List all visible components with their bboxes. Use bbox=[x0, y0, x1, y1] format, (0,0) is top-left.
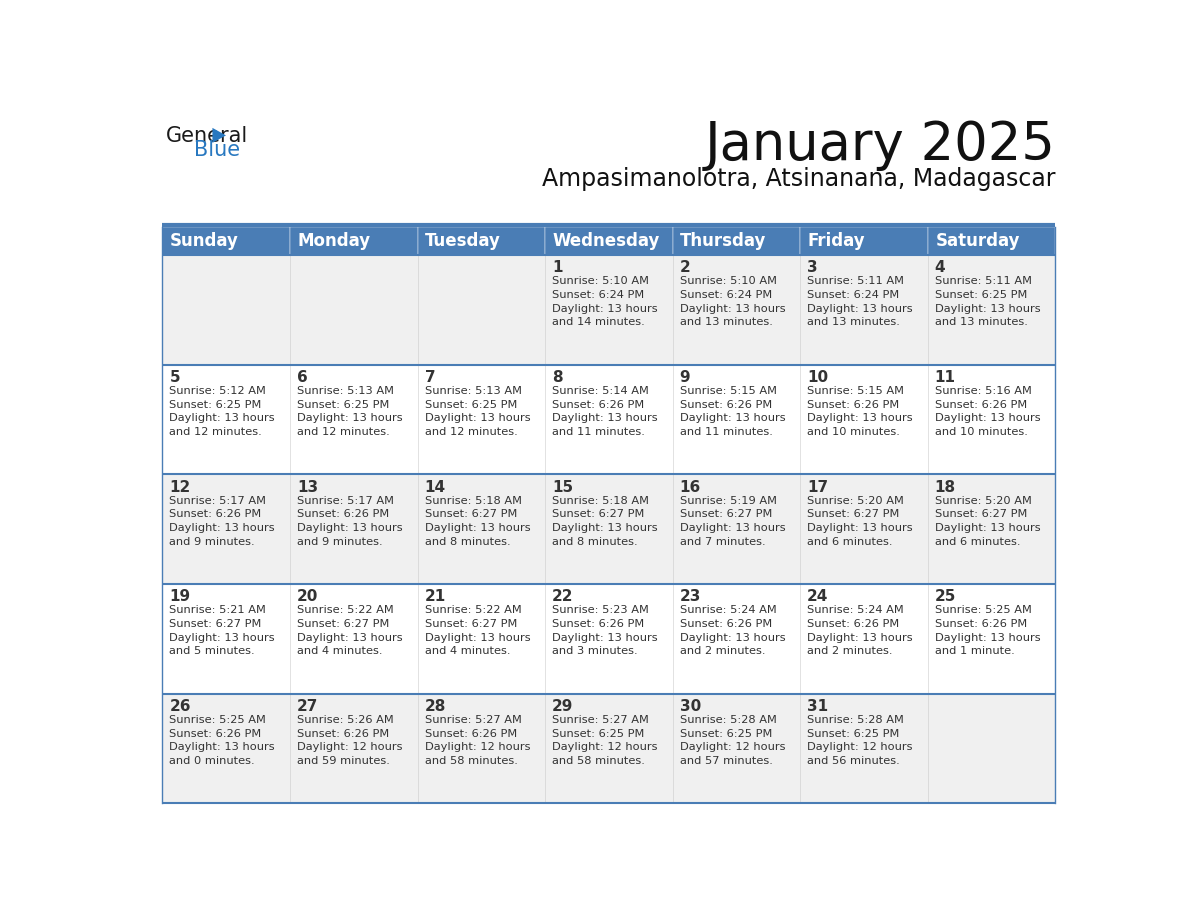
Text: Monday: Monday bbox=[298, 232, 371, 250]
Text: Sunrise: 5:17 AM
Sunset: 6:26 PM
Daylight: 13 hours
and 9 minutes.: Sunrise: 5:17 AM Sunset: 6:26 PM Dayligh… bbox=[297, 496, 403, 546]
Bar bbox=[163, 227, 290, 255]
Bar bbox=[672, 227, 801, 255]
Text: 29: 29 bbox=[552, 699, 574, 714]
Text: 24: 24 bbox=[807, 589, 828, 604]
Text: Sunrise: 5:13 AM
Sunset: 6:25 PM
Daylight: 13 hours
and 12 minutes.: Sunrise: 5:13 AM Sunset: 6:25 PM Dayligh… bbox=[297, 386, 403, 437]
Text: 25: 25 bbox=[935, 589, 956, 604]
Text: Blue: Blue bbox=[194, 140, 240, 160]
Text: Sunrise: 5:20 AM
Sunset: 6:27 PM
Daylight: 13 hours
and 6 minutes.: Sunrise: 5:20 AM Sunset: 6:27 PM Dayligh… bbox=[935, 496, 1041, 546]
Text: 17: 17 bbox=[807, 479, 828, 495]
Bar bbox=[928, 227, 1055, 255]
Text: Sunday: Sunday bbox=[170, 232, 239, 250]
Text: 20: 20 bbox=[297, 589, 318, 604]
Text: Sunrise: 5:28 AM
Sunset: 6:25 PM
Daylight: 12 hours
and 56 minutes.: Sunrise: 5:28 AM Sunset: 6:25 PM Dayligh… bbox=[807, 715, 912, 766]
Text: January 2025: January 2025 bbox=[704, 119, 1055, 172]
Text: 5: 5 bbox=[170, 370, 181, 385]
Text: 26: 26 bbox=[170, 699, 191, 714]
Bar bbox=[801, 227, 928, 255]
Text: 19: 19 bbox=[170, 589, 190, 604]
Text: Saturday: Saturday bbox=[935, 232, 1020, 250]
Text: 27: 27 bbox=[297, 699, 318, 714]
Text: Sunrise: 5:15 AM
Sunset: 6:26 PM
Daylight: 13 hours
and 11 minutes.: Sunrise: 5:15 AM Sunset: 6:26 PM Dayligh… bbox=[680, 386, 785, 437]
Text: Sunrise: 5:21 AM
Sunset: 6:27 PM
Daylight: 13 hours
and 5 minutes.: Sunrise: 5:21 AM Sunset: 6:27 PM Dayligh… bbox=[170, 606, 276, 656]
Text: Wednesday: Wednesday bbox=[552, 232, 661, 250]
Text: 31: 31 bbox=[807, 699, 828, 714]
Text: 28: 28 bbox=[424, 699, 446, 714]
Text: 4: 4 bbox=[935, 261, 946, 275]
Text: Sunrise: 5:18 AM
Sunset: 6:27 PM
Daylight: 13 hours
and 8 minutes.: Sunrise: 5:18 AM Sunset: 6:27 PM Dayligh… bbox=[424, 496, 530, 546]
Text: Sunrise: 5:10 AM
Sunset: 6:24 PM
Daylight: 13 hours
and 14 minutes.: Sunrise: 5:10 AM Sunset: 6:24 PM Dayligh… bbox=[552, 276, 658, 328]
Text: Sunrise: 5:10 AM
Sunset: 6:24 PM
Daylight: 13 hours
and 13 minutes.: Sunrise: 5:10 AM Sunset: 6:24 PM Dayligh… bbox=[680, 276, 785, 328]
Bar bbox=[163, 364, 1055, 475]
Text: Sunrise: 5:20 AM
Sunset: 6:27 PM
Daylight: 13 hours
and 6 minutes.: Sunrise: 5:20 AM Sunset: 6:27 PM Dayligh… bbox=[807, 496, 912, 546]
Text: Sunrise: 5:12 AM
Sunset: 6:25 PM
Daylight: 13 hours
and 12 minutes.: Sunrise: 5:12 AM Sunset: 6:25 PM Dayligh… bbox=[170, 386, 276, 437]
Bar bbox=[163, 255, 1055, 364]
Text: 16: 16 bbox=[680, 479, 701, 495]
Text: Sunrise: 5:23 AM
Sunset: 6:26 PM
Daylight: 13 hours
and 3 minutes.: Sunrise: 5:23 AM Sunset: 6:26 PM Dayligh… bbox=[552, 606, 658, 656]
Text: General: General bbox=[166, 126, 248, 146]
Text: Tuesday: Tuesday bbox=[425, 232, 501, 250]
Text: 23: 23 bbox=[680, 589, 701, 604]
Text: Sunrise: 5:13 AM
Sunset: 6:25 PM
Daylight: 13 hours
and 12 minutes.: Sunrise: 5:13 AM Sunset: 6:25 PM Dayligh… bbox=[424, 386, 530, 437]
Text: 7: 7 bbox=[424, 370, 435, 385]
Bar bbox=[545, 227, 672, 255]
Text: Thursday: Thursday bbox=[681, 232, 766, 250]
Bar bbox=[290, 227, 417, 255]
Text: Sunrise: 5:27 AM
Sunset: 6:26 PM
Daylight: 12 hours
and 58 minutes.: Sunrise: 5:27 AM Sunset: 6:26 PM Dayligh… bbox=[424, 715, 530, 766]
Text: 9: 9 bbox=[680, 370, 690, 385]
Text: Sunrise: 5:15 AM
Sunset: 6:26 PM
Daylight: 13 hours
and 10 minutes.: Sunrise: 5:15 AM Sunset: 6:26 PM Dayligh… bbox=[807, 386, 912, 437]
Text: Friday: Friday bbox=[808, 232, 866, 250]
Text: Sunrise: 5:18 AM
Sunset: 6:27 PM
Daylight: 13 hours
and 8 minutes.: Sunrise: 5:18 AM Sunset: 6:27 PM Dayligh… bbox=[552, 496, 658, 546]
Text: 15: 15 bbox=[552, 479, 573, 495]
Text: 30: 30 bbox=[680, 699, 701, 714]
Text: 1: 1 bbox=[552, 261, 563, 275]
Text: Sunrise: 5:17 AM
Sunset: 6:26 PM
Daylight: 13 hours
and 9 minutes.: Sunrise: 5:17 AM Sunset: 6:26 PM Dayligh… bbox=[170, 496, 276, 546]
Text: 11: 11 bbox=[935, 370, 955, 385]
Text: Sunrise: 5:14 AM
Sunset: 6:26 PM
Daylight: 13 hours
and 11 minutes.: Sunrise: 5:14 AM Sunset: 6:26 PM Dayligh… bbox=[552, 386, 658, 437]
Text: 12: 12 bbox=[170, 479, 191, 495]
Text: Ampasimanolotra, Atsinanana, Madagascar: Ampasimanolotra, Atsinanana, Madagascar bbox=[542, 167, 1055, 191]
Text: Sunrise: 5:16 AM
Sunset: 6:26 PM
Daylight: 13 hours
and 10 minutes.: Sunrise: 5:16 AM Sunset: 6:26 PM Dayligh… bbox=[935, 386, 1041, 437]
Text: 10: 10 bbox=[807, 370, 828, 385]
Text: Sunrise: 5:11 AM
Sunset: 6:25 PM
Daylight: 13 hours
and 13 minutes.: Sunrise: 5:11 AM Sunset: 6:25 PM Dayligh… bbox=[935, 276, 1041, 328]
Text: Sunrise: 5:25 AM
Sunset: 6:26 PM
Daylight: 13 hours
and 0 minutes.: Sunrise: 5:25 AM Sunset: 6:26 PM Dayligh… bbox=[170, 715, 276, 766]
Text: 21: 21 bbox=[424, 589, 446, 604]
Text: Sunrise: 5:25 AM
Sunset: 6:26 PM
Daylight: 13 hours
and 1 minute.: Sunrise: 5:25 AM Sunset: 6:26 PM Dayligh… bbox=[935, 606, 1041, 656]
Bar bbox=[163, 584, 1055, 693]
Text: 18: 18 bbox=[935, 479, 956, 495]
Text: 3: 3 bbox=[807, 261, 817, 275]
Text: Sunrise: 5:26 AM
Sunset: 6:26 PM
Daylight: 12 hours
and 59 minutes.: Sunrise: 5:26 AM Sunset: 6:26 PM Dayligh… bbox=[297, 715, 403, 766]
Text: Sunrise: 5:28 AM
Sunset: 6:25 PM
Daylight: 12 hours
and 57 minutes.: Sunrise: 5:28 AM Sunset: 6:25 PM Dayligh… bbox=[680, 715, 785, 766]
Text: Sunrise: 5:24 AM
Sunset: 6:26 PM
Daylight: 13 hours
and 2 minutes.: Sunrise: 5:24 AM Sunset: 6:26 PM Dayligh… bbox=[680, 606, 785, 656]
Text: 14: 14 bbox=[424, 479, 446, 495]
Text: 2: 2 bbox=[680, 261, 690, 275]
Bar bbox=[163, 693, 1055, 803]
Polygon shape bbox=[213, 128, 226, 143]
Text: Sunrise: 5:24 AM
Sunset: 6:26 PM
Daylight: 13 hours
and 2 minutes.: Sunrise: 5:24 AM Sunset: 6:26 PM Dayligh… bbox=[807, 606, 912, 656]
Text: 22: 22 bbox=[552, 589, 574, 604]
Text: Sunrise: 5:11 AM
Sunset: 6:24 PM
Daylight: 13 hours
and 13 minutes.: Sunrise: 5:11 AM Sunset: 6:24 PM Dayligh… bbox=[807, 276, 912, 328]
Text: Sunrise: 5:19 AM
Sunset: 6:27 PM
Daylight: 13 hours
and 7 minutes.: Sunrise: 5:19 AM Sunset: 6:27 PM Dayligh… bbox=[680, 496, 785, 546]
Text: Sunrise: 5:27 AM
Sunset: 6:25 PM
Daylight: 12 hours
and 58 minutes.: Sunrise: 5:27 AM Sunset: 6:25 PM Dayligh… bbox=[552, 715, 657, 766]
Text: Sunrise: 5:22 AM
Sunset: 6:27 PM
Daylight: 13 hours
and 4 minutes.: Sunrise: 5:22 AM Sunset: 6:27 PM Dayligh… bbox=[424, 606, 530, 656]
Bar bbox=[417, 227, 545, 255]
Text: 13: 13 bbox=[297, 479, 318, 495]
Text: Sunrise: 5:22 AM
Sunset: 6:27 PM
Daylight: 13 hours
and 4 minutes.: Sunrise: 5:22 AM Sunset: 6:27 PM Dayligh… bbox=[297, 606, 403, 656]
Text: 6: 6 bbox=[297, 370, 308, 385]
Text: 8: 8 bbox=[552, 370, 563, 385]
Bar bbox=[163, 475, 1055, 584]
